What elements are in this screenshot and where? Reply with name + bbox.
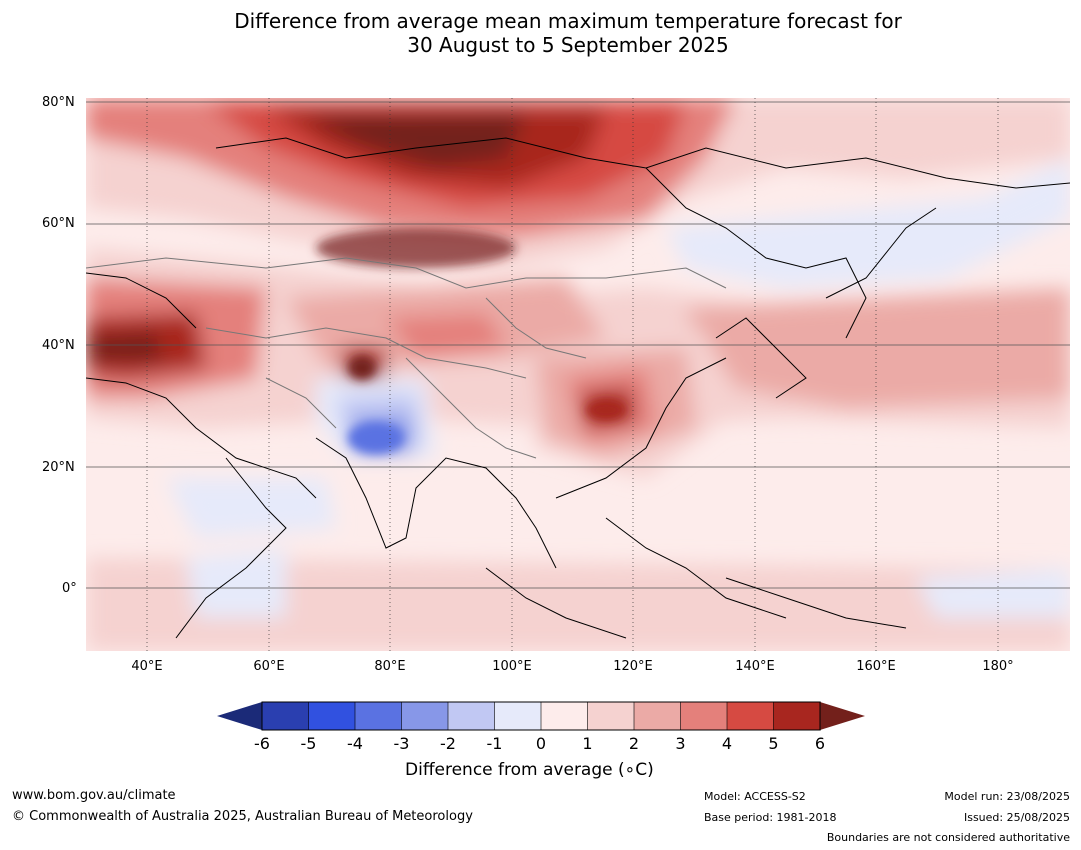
colorbar-segment [401, 701, 449, 731]
footer-copyright: © Commonwealth of Australia 2025, Austra… [12, 809, 473, 824]
title-line-1: Difference from average mean maximum tem… [234, 9, 902, 33]
lat-label-40n: 40°N [42, 338, 75, 353]
colorbar-segment [308, 701, 356, 731]
colorbar-segment [261, 701, 310, 731]
colorbar-segment [773, 701, 821, 731]
lon-label-40e: 40°E [131, 659, 163, 674]
colorbar-tick-label: -1 [486, 734, 503, 753]
footer-issued: Issued: 25/08/2025 [963, 811, 1070, 824]
lon-label-160e: 160°E [856, 659, 896, 674]
colorbar-segment [447, 701, 496, 731]
colorbar-tick-label: -2 [440, 734, 456, 753]
colorbar-tick-label: 1 [582, 734, 593, 753]
lon-label-60e: 60°E [253, 659, 285, 674]
lon-label-140e: 140°E [735, 659, 775, 674]
lat-label-20n: 20°N [42, 460, 75, 475]
lat-label-60n: 60°N [42, 216, 75, 231]
colorbar-low-arrow [217, 702, 262, 730]
anomaly-shading [86, 98, 1070, 651]
lon-label-100e: 100°E [492, 659, 532, 674]
lon-label-120e: 120°E [613, 659, 653, 674]
colorbar-segment [494, 701, 542, 731]
colorbar-high-arrow [820, 702, 865, 730]
colorbar-tick-label: 0 [535, 734, 547, 753]
lon-label-180: 180° [982, 659, 1014, 674]
colorbar-segment [726, 701, 775, 731]
forecast-map [86, 98, 1070, 651]
colorbar-tick-label: 5 [768, 734, 779, 753]
footer-model-run: Model run: 23/08/2025 [944, 790, 1070, 803]
footer-base-period: Base period: 1981-2018 [704, 811, 837, 824]
title-line-2: 30 August to 5 September 2025 [407, 33, 729, 57]
colorbar-tick-label: 4 [721, 734, 733, 753]
coastlines [86, 137, 1070, 639]
country-boundaries [86, 257, 727, 459]
colorbar [217, 701, 865, 731]
lat-label-80n: 80°N [42, 95, 75, 110]
colorbar-segment [354, 701, 403, 731]
colorbar-tick-label: 6 [814, 734, 826, 753]
lat-label-0: 0° [62, 581, 77, 596]
colorbar-tick-label: -4 [347, 734, 363, 753]
anomaly-map-svg [86, 98, 1070, 651]
colorbar-label: Difference from average (∘C) [405, 760, 654, 780]
footer-disclaimer: Boundaries are not considered authoritat… [826, 831, 1070, 844]
lon-label-80e: 80°E [374, 659, 406, 674]
map-meridians [146, 98, 999, 651]
footer-url[interactable]: www.bom.gov.au/climate [12, 788, 176, 803]
footer-model: Model: ACCESS-S2 [704, 790, 806, 803]
colorbar-segment [587, 701, 635, 731]
colorbar-tick-label: -6 [254, 734, 270, 753]
colorbar-segment [633, 701, 682, 731]
colorbar-tick-label: -3 [393, 734, 410, 753]
colorbar-tick-label: 3 [675, 734, 686, 753]
map-gridlines [86, 101, 1070, 589]
colorbar-segments [261, 701, 821, 731]
map-title: Difference from average mean maximum tem… [0, 9, 1081, 57]
colorbar-segment [540, 701, 589, 731]
colorbar-tick-label: -5 [300, 734, 317, 753]
colorbar-tick-label: 2 [628, 734, 640, 753]
colorbar-segment [680, 701, 728, 731]
